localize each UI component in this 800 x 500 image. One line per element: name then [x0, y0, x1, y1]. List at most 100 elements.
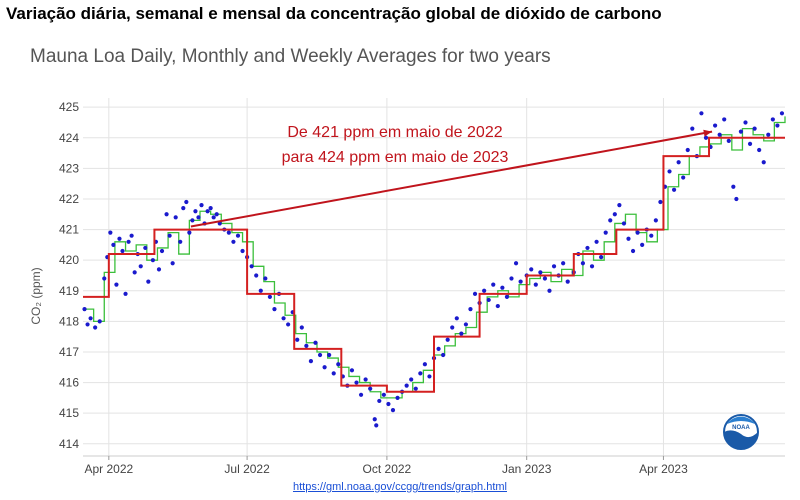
- daily-point: [114, 282, 119, 287]
- daily-point: [722, 117, 727, 122]
- daily-point: [630, 248, 636, 254]
- chart-title: Mauna Loa Daily, Monthly and Weekly Aver…: [30, 46, 551, 67]
- daily-point: [585, 245, 590, 251]
- daily-point: [404, 383, 409, 388]
- daily-point: [150, 258, 155, 263]
- daily-point: [450, 325, 455, 330]
- daily-point: [612, 212, 617, 217]
- daily-point: [258, 288, 263, 293]
- daily-point: [418, 371, 423, 376]
- daily-point: [267, 294, 272, 299]
- daily-point: [551, 264, 557, 269]
- daily-point: [731, 184, 736, 189]
- daily-point: [533, 282, 538, 287]
- daily-point: [445, 337, 450, 342]
- daily-point: [413, 386, 418, 391]
- daily-point: [178, 239, 183, 244]
- x-tick-label: Apr 2023: [639, 462, 688, 476]
- daily-point: [184, 199, 189, 205]
- daily-point: [214, 212, 219, 217]
- daily-point: [196, 215, 201, 220]
- daily-point: [281, 316, 286, 321]
- daily-point: [190, 218, 195, 223]
- daily-point: [173, 215, 178, 220]
- daily-point: [491, 282, 496, 287]
- daily-series: [82, 111, 785, 428]
- daily-point: [565, 279, 570, 284]
- daily-point: [409, 377, 414, 382]
- daily-point: [538, 270, 543, 275]
- daily-point: [472, 291, 478, 296]
- daily-point: [547, 288, 552, 293]
- annotation-line-1: De 421 ppm em maio de 2022: [287, 124, 502, 141]
- daily-point: [757, 147, 762, 153]
- daily-point: [640, 242, 645, 247]
- daily-point: [108, 230, 113, 235]
- daily-point: [354, 380, 359, 385]
- y-tick-label: 424: [59, 131, 79, 145]
- daily-point: [299, 325, 304, 330]
- daily-point: [372, 417, 377, 422]
- y-tick-label: 417: [59, 345, 79, 359]
- daily-point: [235, 233, 241, 238]
- y-axis-label: CO₂ (ppm): [29, 267, 43, 324]
- daily-point: [509, 276, 514, 281]
- daily-point: [594, 239, 599, 244]
- daily-point: [599, 255, 604, 260]
- daily-point: [699, 111, 704, 116]
- daily-point: [167, 233, 172, 238]
- daily-point: [681, 175, 686, 180]
- daily-point: [529, 267, 534, 272]
- daily-point: [123, 291, 128, 296]
- daily-point: [580, 261, 586, 266]
- daily-point: [132, 270, 137, 275]
- daily-point: [377, 398, 382, 404]
- daily-point: [726, 138, 731, 143]
- daily-point: [468, 307, 473, 312]
- daily-point: [422, 362, 427, 367]
- y-tick-label: 416: [59, 376, 79, 390]
- monthly-series: [83, 136, 785, 393]
- daily-point: [635, 230, 640, 235]
- daily-point: [211, 215, 216, 220]
- y-tick-label: 418: [59, 314, 79, 328]
- daily-point: [231, 239, 236, 244]
- daily-point: [500, 285, 505, 290]
- y-tick-label: 414: [59, 437, 79, 451]
- daily-point: [667, 169, 672, 174]
- daily-point: [690, 126, 695, 131]
- daily-point: [120, 248, 125, 254]
- x-tick-label: Apr 2022: [84, 462, 133, 476]
- daily-point: [164, 212, 169, 217]
- source-link[interactable]: https://gml.noaa.gov/ccgg/trends/graph.h…: [292, 481, 507, 493]
- daily-point: [482, 288, 487, 293]
- y-tick-label: 425: [59, 100, 79, 114]
- daily-point: [390, 408, 396, 413]
- noaa-logo-icon: NOAA: [723, 414, 759, 450]
- daily-point: [187, 230, 192, 235]
- daily-point: [82, 307, 87, 312]
- daily-point: [156, 267, 162, 272]
- daily-point: [743, 120, 748, 125]
- daily-point: [738, 129, 744, 134]
- daily-point: [117, 236, 122, 241]
- daily-point: [713, 123, 718, 128]
- daily-point: [193, 209, 198, 214]
- noaa-logo-text: NOAA: [732, 425, 750, 431]
- x-tick-label: Jul 2022: [224, 462, 270, 476]
- daily-point: [129, 233, 134, 238]
- daily-point: [159, 248, 165, 254]
- daily-point: [761, 160, 766, 165]
- daily-point: [126, 239, 131, 244]
- daily-point: [85, 322, 90, 327]
- daily-point: [436, 346, 441, 352]
- daily-point: [272, 307, 277, 312]
- daily-point: [734, 196, 739, 202]
- weekly-series: [83, 116, 786, 399]
- daily-point: [358, 392, 364, 397]
- daily-point: [111, 242, 116, 247]
- daily-point: [775, 123, 780, 128]
- daily-point: [518, 279, 523, 284]
- daily-point: [93, 325, 98, 330]
- daily-point: [752, 126, 757, 131]
